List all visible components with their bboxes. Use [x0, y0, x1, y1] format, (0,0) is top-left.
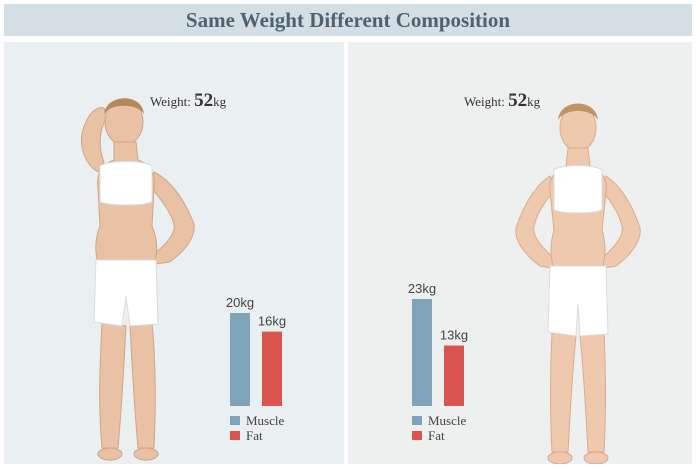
weight-unit: kg	[527, 94, 541, 109]
legend-label-muscle: Muscle	[428, 413, 467, 428]
legend-swatch-fat	[412, 431, 422, 440]
bar-value-label: 16kg	[258, 314, 286, 329]
bar-value-label: 23kg	[408, 281, 436, 296]
weight-value: 52	[508, 90, 528, 111]
legend-swatch-muscle	[412, 416, 422, 425]
weight-label: Weight:	[464, 94, 505, 109]
weight-readout-left: Weight: 52kg	[150, 90, 226, 112]
right-panel: Weight: 52kg 23kg 13kg Muscle Fat	[348, 42, 692, 464]
bar-muscle	[230, 313, 250, 406]
person-figure-right	[515, 103, 641, 464]
weight-unit: kg	[213, 94, 227, 109]
weight-readout-right: Weight: 52kg	[464, 90, 540, 112]
weight-label: Weight:	[150, 94, 191, 109]
bar-value-label: 20kg	[226, 295, 254, 310]
bar-fat	[262, 331, 282, 406]
legend-swatch-muscle	[230, 416, 240, 425]
legend-label-fat: Fat	[246, 428, 263, 443]
bar-value-label: 13kg	[440, 328, 468, 343]
bar-fat	[444, 345, 464, 406]
page-title: Same Weight Different Composition	[185, 7, 511, 32]
person-figure-left	[81, 98, 195, 461]
weight-value: 52	[194, 90, 214, 111]
left-panel: Weight: 52kg 20kg 16kg Muscle Fat	[4, 42, 344, 464]
legend-swatch-fat	[230, 431, 240, 440]
legend-label-fat: Fat	[428, 428, 445, 443]
legend-label-muscle: Muscle	[246, 413, 285, 428]
bar-muscle	[412, 299, 432, 406]
title-bar: Same Weight Different Composition	[4, 4, 692, 36]
